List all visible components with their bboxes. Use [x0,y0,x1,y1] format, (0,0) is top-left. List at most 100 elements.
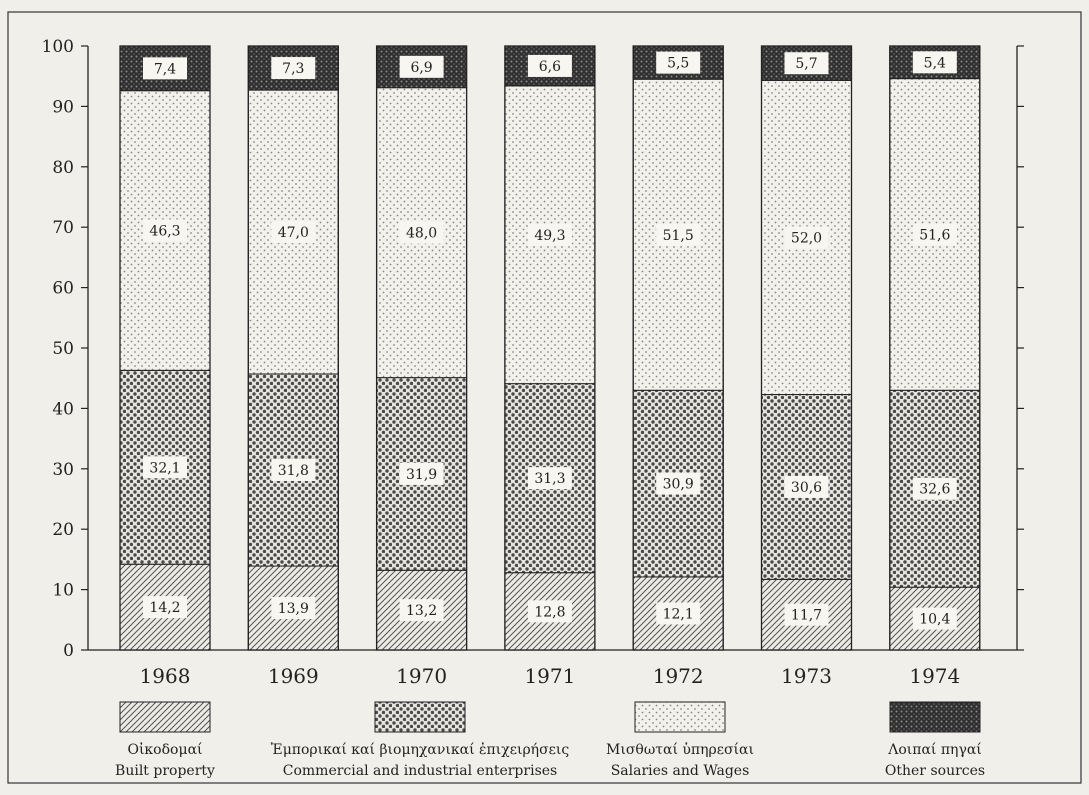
data-label: 11,7 [791,608,822,624]
data-label: 31,9 [406,467,437,483]
legend-swatch [634,701,726,733]
data-label: 46,3 [149,224,180,240]
data-label-bg [656,223,701,246]
data-label: 14,2 [149,600,180,616]
axes: 0 10 20 30 40 50 60 70 80 90 100 [42,37,1024,661]
chart-frame [7,11,1082,784]
data-label: 31,3 [534,471,565,487]
data-label-bg [527,600,572,623]
data-label-bg [912,223,957,246]
legend-item-1: Ἐμπορικαί καί βιομηχανικαί ἐπιχειρήσεις C… [271,701,570,779]
data-label-bg [527,54,572,77]
bar-outline [760,45,853,651]
y-tick-label: 20 [52,520,74,540]
bars: 14,2 32,1 46,3 7,4 13,9 31,8 47,0 7,3 13,2 31,9 48… [119,45,981,651]
data-label: 5,4 [924,55,946,71]
data-label: 10,4 [919,612,950,628]
data-label-bg [656,472,701,495]
data-label: 30,9 [663,477,694,493]
data-label-bg [399,462,444,485]
bar-stack-1968: 14,2 32,1 46,3 7,4 [119,45,211,651]
data-label-bg [271,459,316,482]
data-label-bg [784,475,829,498]
legend-label-greek: Ἐμπορικαί καί βιομηχανικαί ἐπιχειρήσεις [271,741,570,758]
y-tick-label: 10 [52,581,74,601]
data-label-bg [784,603,829,626]
data-label-bg [656,602,701,625]
bar-stack-1969: 13,9 31,8 47,0 7,3 [247,45,339,651]
data-label-bg [784,226,829,249]
legend-label-greek: Μισθωταί ὑπηρεσίαι [606,741,754,758]
x-tick-label: 1970 [396,664,447,688]
data-label: 12,1 [663,606,694,622]
legend-label-english: Built property [115,763,215,779]
data-label: 12,8 [534,604,565,620]
y-tick-label: 80 [52,158,74,178]
data-label: 51,5 [663,228,694,244]
data-label: 31,8 [278,463,309,479]
data-label-bg [143,57,187,80]
data-label-bg [143,456,187,479]
y-tick-label: 50 [52,339,74,359]
data-label: 49,3 [534,228,565,244]
data-label-bg [912,51,957,74]
bar-outline [119,45,211,651]
x-tick-label: 1968 [140,664,191,688]
bar-outline [504,45,596,651]
legend-label-greek: Λοιπαί πηγαί [887,741,982,758]
bar-outline [375,45,468,651]
data-label: 48,0 [406,226,437,242]
data-label: 32,6 [919,482,950,498]
legend-swatch [119,701,211,733]
data-label: 32,1 [149,460,180,476]
data-label: 6,9 [410,60,432,76]
y-tick-label: 40 [52,399,74,419]
x-tick-label: 1974 [909,664,960,688]
data-label: 47,0 [278,225,309,241]
data-label-bg [271,57,316,80]
legend-item-3: Λοιπαί πηγαί Other sources [885,701,985,779]
data-label: 52,0 [791,230,822,246]
data-label: 13,9 [278,601,309,617]
data-label: 13,2 [406,603,437,619]
data-label: 30,6 [791,480,822,496]
bar-outline [632,45,724,651]
data-label-bg [527,467,572,490]
bar-stack-1974: 10,4 32,6 51,6 5,4 [889,45,981,651]
data-label: 7,3 [282,61,304,77]
y-tick-label: 100 [42,37,74,57]
data-label: 5,7 [795,56,817,72]
legend-label-greek: Οἰκοδομαί [127,741,202,758]
legend: Οἰκοδομαί Built property Ἐμπορικαί καί βιο… [115,701,985,779]
bar-stack-1972: 12,1 30,9 51,5 5,5 [632,45,724,651]
x-tick-label: 1973 [781,664,832,688]
data-label-bg [143,596,187,619]
legend-swatch [374,701,466,733]
legend-label-english: Other sources [885,763,985,779]
data-label: 5,5 [667,56,689,72]
data-label-bg [399,55,444,78]
data-label-bg [143,219,187,242]
x-tick-label: 1971 [524,664,575,688]
legend-item-2: Μισθωταί ὑπηρεσίαι Salaries and Wages [606,701,754,779]
data-label-bg [271,221,316,244]
x-tick-label: 1969 [268,664,319,688]
y-tick-label: 70 [52,218,74,238]
data-label-bg [912,607,957,630]
bar-stack-1970: 13,2 31,9 48,0 6,9 [375,45,468,651]
legend-swatch [889,701,981,733]
data-label-bg [656,51,701,74]
legend-label-english: Commercial and industrial enterprises [283,763,557,779]
data-label-bg [527,223,572,246]
bar-outline [247,45,339,651]
y-tick-label: 90 [52,97,74,117]
data-label: 6,6 [539,59,561,75]
data-label: 7,4 [154,61,176,77]
x-tick-label: 1972 [653,664,704,688]
y-tick-label: 30 [52,460,74,480]
bar-stack-1973: 11,7 30,6 52,0 5,7 [760,45,853,651]
bar-stack-1971: 12,8 31,3 49,3 6,6 [504,45,596,651]
data-label-bg [271,597,316,620]
legend-label-english: Salaries and Wages [611,763,750,779]
